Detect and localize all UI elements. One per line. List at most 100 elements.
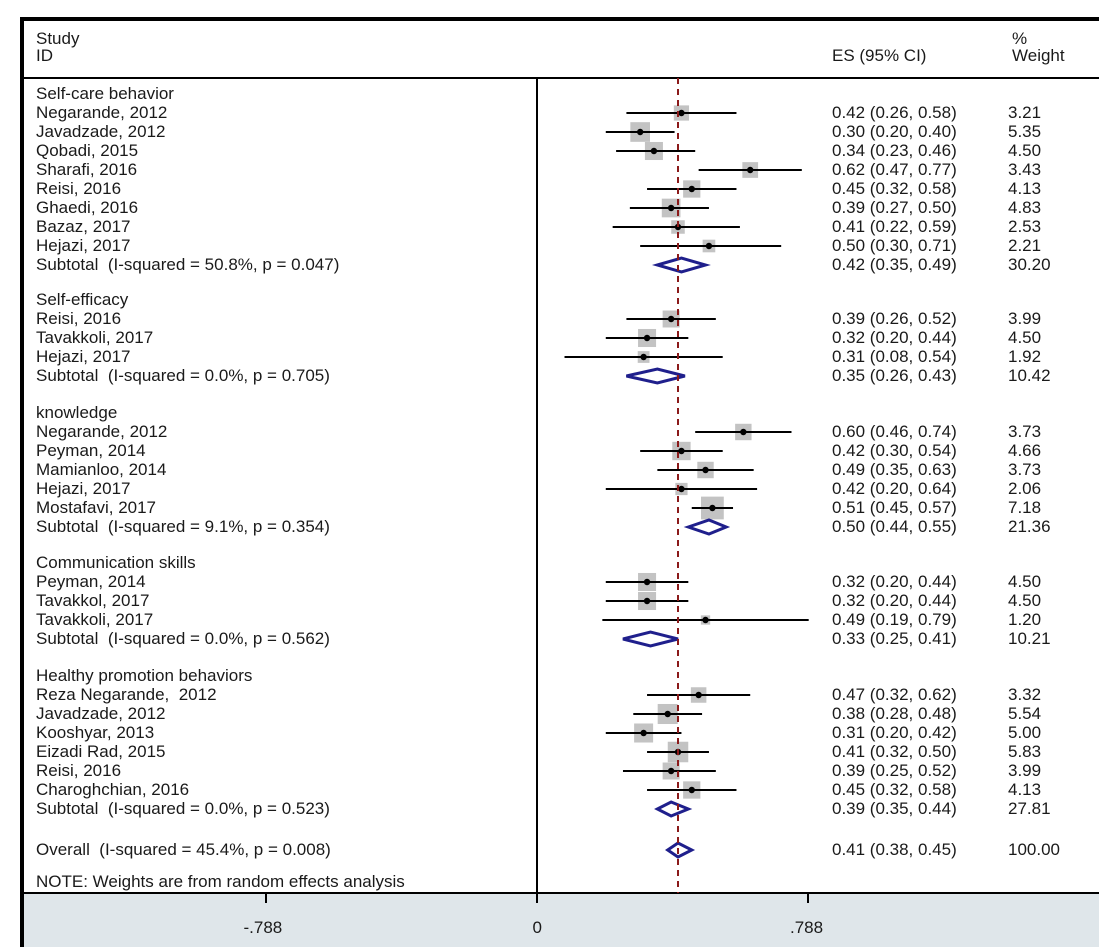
study-label: Peyman, 2014 (36, 441, 146, 460)
group-title: knowledge (36, 403, 118, 422)
subtotal-diamond (622, 630, 679, 648)
study-ci-label: 0.45 (0.32, 0.58) (832, 780, 957, 799)
subtotal-ci-label: 0.35 (0.26, 0.43) (832, 366, 957, 385)
study-ci-label: 0.38 (0.28, 0.48) (832, 704, 957, 723)
study-label: Ghaedi, 2016 (36, 198, 139, 217)
study-ci-label: 0.41 (0.32, 0.50) (832, 742, 957, 761)
study-weight-label: 2.53 (1008, 217, 1042, 236)
overall-diamond (665, 841, 696, 859)
weight-header: Weight (1012, 46, 1065, 65)
study-label: Sharafi, 2016 (36, 160, 138, 179)
study-label: Kooshyar, 2013 (36, 723, 155, 742)
study-label: Reisi, 2016 (36, 179, 122, 198)
x-tick-label: -.788 (243, 918, 283, 937)
study-ci-label: 0.47 (0.32, 0.62) (832, 685, 957, 704)
study-point (678, 447, 685, 455)
study-weight-label: 3.99 (1008, 761, 1042, 780)
x-tick-label: 0 (532, 918, 542, 937)
subtotal-diamond (654, 800, 693, 818)
subtotal-diamond (626, 367, 686, 385)
study-point (695, 691, 702, 699)
study-point (688, 786, 695, 794)
study-ci-label: 0.42 (0.20, 0.64) (832, 479, 957, 498)
study-ci-label: 0.49 (0.35, 0.63) (832, 460, 957, 479)
study-ci-label: 0.30 (0.20, 0.40) (832, 122, 957, 141)
study-weight-label: 1.92 (1008, 347, 1042, 366)
study-point (740, 428, 747, 436)
group-title: Healthy promotion behaviors (36, 666, 253, 685)
study-label: Reza Negarande, 2012 (36, 685, 217, 704)
study-weight-label: 3.21 (1008, 103, 1042, 122)
study-weight-label: 5.00 (1008, 723, 1042, 742)
subtotal-ci-label: 0.33 (0.25, 0.41) (832, 629, 957, 648)
study-weight-label: 2.06 (1008, 479, 1042, 498)
overall-ci-label: 0.41 (0.38, 0.45) (832, 840, 957, 859)
study-weight-label: 5.83 (1008, 742, 1042, 761)
study-label: Negarande, 2012 (36, 422, 168, 441)
study-label: Charoghchian, 2016 (36, 780, 190, 799)
x-tick-label: .788 (790, 918, 824, 937)
study-weight-label: 3.43 (1008, 160, 1042, 179)
study-point (650, 147, 658, 155)
group-title: Self-efficacy (36, 290, 129, 309)
group-title: Self-care behavior (36, 84, 174, 103)
study-ci-label: 0.32 (0.20, 0.44) (832, 591, 957, 610)
overall-label: Overall (I-squared = 45.4%, p = 0.008) (36, 840, 331, 859)
study-weight-label: 4.13 (1008, 780, 1042, 799)
study-weight-label: 4.50 (1008, 591, 1042, 610)
study-ci-label: 0.31 (0.20, 0.42) (832, 723, 957, 742)
study-point (643, 597, 651, 605)
study-weight-label: 4.50 (1008, 572, 1042, 591)
study-ci-label: 0.42 (0.26, 0.58) (832, 103, 957, 122)
study-weight-label: 4.50 (1008, 328, 1042, 347)
study-label: Reisi, 2016 (36, 309, 122, 328)
study-point (678, 485, 685, 493)
subtotal-ci-label: 0.39 (0.35, 0.44) (832, 799, 957, 818)
subtotal-weight-label: 21.36 (1008, 517, 1051, 536)
weights-note: NOTE: Weights are from random effects an… (36, 872, 405, 891)
study-point (688, 185, 695, 193)
study-ci-label: 0.39 (0.26, 0.52) (832, 309, 957, 328)
study-point (702, 466, 709, 474)
study-label: Bazaz, 2017 (36, 217, 131, 236)
study-weight-label: 4.66 (1008, 441, 1042, 460)
subtotal-ci-label: 0.50 (0.44, 0.55) (832, 517, 957, 536)
study-ci-label: 0.49 (0.19, 0.79) (832, 610, 957, 629)
subtotal-weight-label: 10.42 (1008, 366, 1051, 385)
es-header: ES (95% CI) (832, 46, 927, 65)
study-weight-label: 4.13 (1008, 179, 1042, 198)
subtotal-label: Subtotal (I-squared = 0.0%, p = 0.562) (36, 629, 330, 648)
study-weight-label: 4.83 (1008, 198, 1042, 217)
study-weight-label: 3.73 (1008, 422, 1042, 441)
subtotal-diamond (651, 256, 711, 274)
study-point (667, 767, 675, 775)
study-point (643, 334, 651, 342)
study-ci-label: 0.39 (0.25, 0.52) (832, 761, 957, 780)
subtotal-label: Subtotal (I-squared = 0.0%, p = 0.705) (36, 366, 330, 385)
study-label: Tavakkoli, 2017 (36, 610, 154, 629)
study-label: Eizadi Rad, 2015 (36, 742, 166, 761)
study-ci-label: 0.32 (0.20, 0.44) (832, 328, 957, 347)
study-ci-label: 0.34 (0.23, 0.46) (832, 141, 957, 160)
plot-frame (20, 17, 1099, 947)
study-point (747, 166, 754, 174)
study-label: Peyman, 2014 (36, 572, 146, 591)
study-weight-label: 3.99 (1008, 309, 1042, 328)
study-point (643, 578, 651, 586)
study-point (705, 242, 713, 250)
subtotal-weight-label: 10.21 (1008, 629, 1051, 648)
study-label: Reisi, 2016 (36, 761, 122, 780)
study-point (640, 729, 647, 737)
study-ci-label: 0.45 (0.32, 0.58) (832, 179, 957, 198)
subtotal-ci-label: 0.42 (0.35, 0.49) (832, 255, 957, 274)
subtotal-label: Subtotal (I-squared = 50.8%, p = 0.047) (36, 255, 340, 274)
subtotal-diamond (683, 518, 731, 536)
study-label: Mamianloo, 2014 (36, 460, 167, 479)
study-label: Javadzade, 2012 (36, 122, 166, 141)
study-weight-label: 5.54 (1008, 704, 1042, 723)
study-point (667, 204, 675, 212)
study-weight-label: 1.20 (1008, 610, 1042, 629)
study-point (636, 128, 644, 136)
